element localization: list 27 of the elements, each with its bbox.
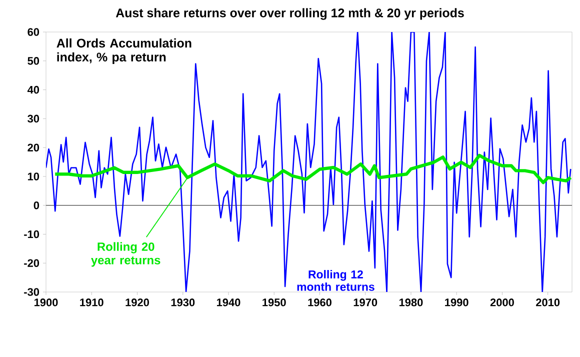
y-tick-label: 40 [27,86,40,94]
text: Rolling 20 year returns [91,242,160,267]
x-tick-label: 1960 [308,298,332,306]
y-tick-label: -10 [24,230,40,238]
chart-title: Aust share returns over over rolling 12 mth & 20 yr periods [116,8,464,20]
series-label: Rolling 12 month returns [297,270,374,291]
x-tick-label: 1920 [126,298,149,306]
y-tick-label: 0 [34,201,40,210]
x-tick-label: 2010 [536,298,560,306]
x-tick-label: 1930 [171,298,195,306]
x-tick-label: 1990 [445,298,468,306]
y-tick-label: 10 [28,172,40,180]
x-tick-label: 2000 [490,298,514,306]
y-tick-label: 20 [28,144,40,152]
y-tick-label: 30 [28,114,40,123]
x-tick-label: 1970 [354,298,378,306]
y-tick-label: 60 [28,28,40,36]
y-tick-label: -30 [24,288,40,296]
y-tick-label: 50 [28,57,40,65]
x-tick-label: 1900 [34,298,58,306]
x-tick-label: 1980 [399,298,423,306]
line-series [46,32,572,292]
x-tick-label: 1940 [216,298,240,306]
y-tick-label: -20 [24,259,40,267]
annotation: All Ords Accumulation index, % pa return [56,38,192,64]
x-tick-label: 1910 [80,298,104,306]
x-tick-label: 1950 [262,298,286,306]
